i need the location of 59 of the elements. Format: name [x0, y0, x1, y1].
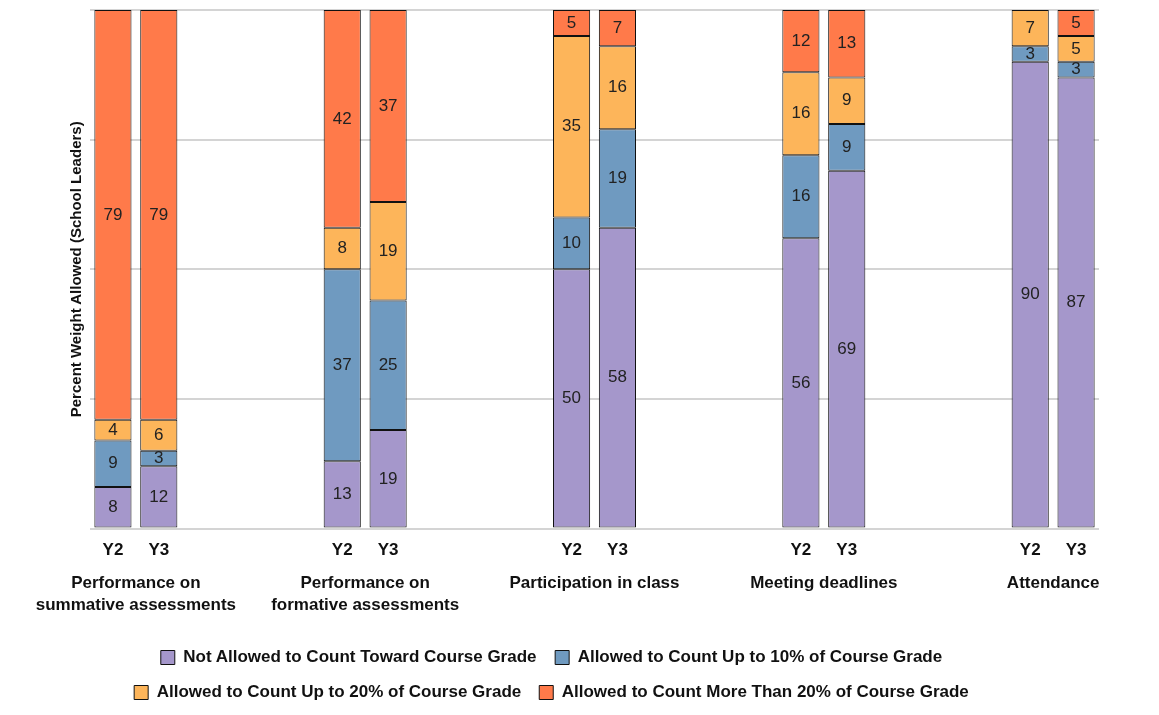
data-label: 13 [332, 484, 352, 504]
text: Attendance [1006, 572, 1100, 592]
text: Participation in class [509, 572, 680, 592]
data-label: 3 [1071, 59, 1081, 79]
data-label: 9 [842, 137, 852, 157]
data-label: 3 [1025, 43, 1035, 63]
x-tick-label: Y2 [102, 540, 124, 560]
legend-label: Allowed to Count More Than 20% of Course Grade [561, 682, 969, 702]
x-tick-label: Y2 [561, 540, 582, 560]
data-label: 9 [108, 453, 118, 473]
data-label: 19 [607, 168, 627, 188]
data-label: 16 [607, 77, 627, 97]
data-label: 16 [791, 186, 811, 206]
data-label: 7 [1025, 17, 1035, 37]
data-label: 5 [1071, 38, 1081, 58]
legend-label: Allowed to Count Up to 20% of Course Grade [156, 682, 522, 702]
x-tick-label: Y3 [377, 540, 399, 560]
data-label: 3 [154, 448, 164, 468]
data-label: 7 [612, 17, 623, 37]
data-label: 90 [1020, 284, 1040, 304]
data-label: 19 [378, 468, 398, 488]
data-label: 25 [378, 354, 398, 374]
x-tick-label: Y3 [836, 540, 858, 560]
data-label: 5 [1071, 12, 1081, 32]
x-tick-label: Y3 [607, 540, 628, 560]
data-label: 10 [562, 233, 582, 253]
data-label: 69 [837, 338, 857, 358]
data-label: 5 [566, 12, 577, 32]
data-label: 58 [607, 367, 627, 387]
text: Performance on summative assessments [35, 572, 237, 614]
text: Performance on formative assessments [271, 572, 460, 614]
text: Meeting deadlines [750, 572, 898, 592]
data-label: 42 [332, 108, 352, 128]
x-tick-label: Y3 [1065, 540, 1087, 560]
x-tick-label: Y2 [331, 540, 353, 560]
data-label: 79 [149, 204, 169, 224]
legend-label: Not Allowed to Count Toward Course Grade [183, 647, 537, 667]
y-axis-title: Percent Weight Allowed (School Leaders) [67, 121, 85, 418]
data-label: 56 [791, 372, 811, 392]
data-label: 12 [149, 486, 169, 506]
data-label: 37 [332, 354, 352, 374]
data-label: 35 [562, 116, 582, 136]
data-label: 13 [837, 33, 857, 53]
data-label: 87 [1066, 292, 1086, 312]
data-label: 79 [103, 204, 123, 224]
data-label: 19 [378, 240, 398, 260]
data-label: 6 [154, 424, 164, 444]
data-label: 50 [562, 388, 582, 408]
data-label: 8 [337, 238, 347, 258]
data-label: 8 [108, 497, 118, 517]
data-label: 9 [842, 90, 852, 110]
data-label: 12 [791, 30, 811, 50]
legend-label: Allowed to Count Up to 10% of Course Grade [577, 647, 943, 667]
x-tick-label: Y3 [148, 540, 170, 560]
x-tick-label: Y2 [790, 540, 812, 560]
data-label: 4 [108, 419, 118, 439]
x-tick-label: Y2 [1019, 540, 1041, 560]
data-label: 16 [791, 103, 811, 123]
data-label: 37 [378, 95, 398, 115]
